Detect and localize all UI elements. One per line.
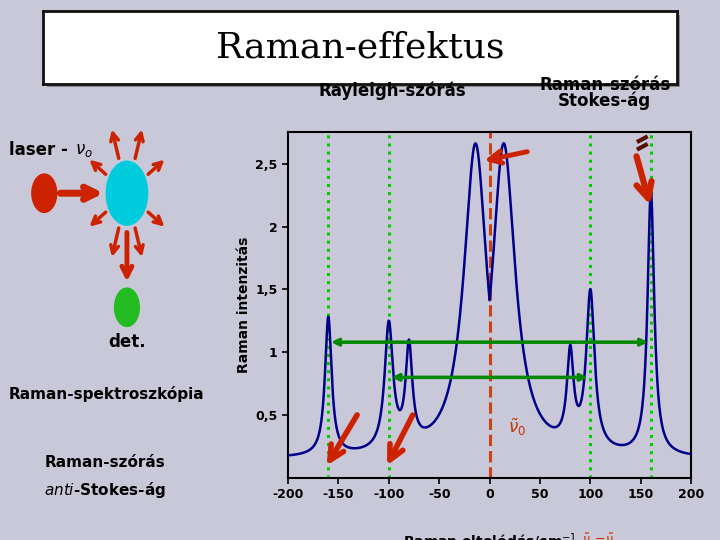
Text: Raman-spektroszkópia: Raman-spektroszkópia (9, 386, 204, 402)
Circle shape (114, 288, 140, 327)
Text: Rayleigh-szórás: Rayleigh-szórás (318, 82, 467, 100)
Text: $\nu_o$: $\nu_o$ (76, 141, 93, 159)
Text: $\tilde{\nu}_0$: $\tilde{\nu}_0$ (508, 417, 526, 438)
Circle shape (107, 161, 148, 225)
Text: Raman-effektus: Raman-effektus (216, 30, 504, 64)
Text: Raman-szórás: Raman-szórás (539, 77, 670, 94)
Text: $\it{anti}$-Stokes-ág: $\it{anti}$-Stokes-ág (45, 480, 166, 500)
Text: $\tilde{\nu}_o{-}\tilde{\nu}$: $\tilde{\nu}_o{-}\tilde{\nu}$ (582, 531, 614, 540)
Y-axis label: Raman intenzitás: Raman intenzitás (237, 237, 251, 373)
Text: Raman eltolódás/cm$^{-1}$: Raman eltolódás/cm$^{-1}$ (402, 531, 577, 540)
Text: laser -: laser - (9, 141, 73, 159)
Text: Raman-szórás: Raman-szórás (45, 455, 165, 470)
Text: det.: det. (108, 333, 145, 350)
Text: Stokes-ág: Stokes-ág (558, 92, 652, 110)
Circle shape (32, 174, 57, 212)
